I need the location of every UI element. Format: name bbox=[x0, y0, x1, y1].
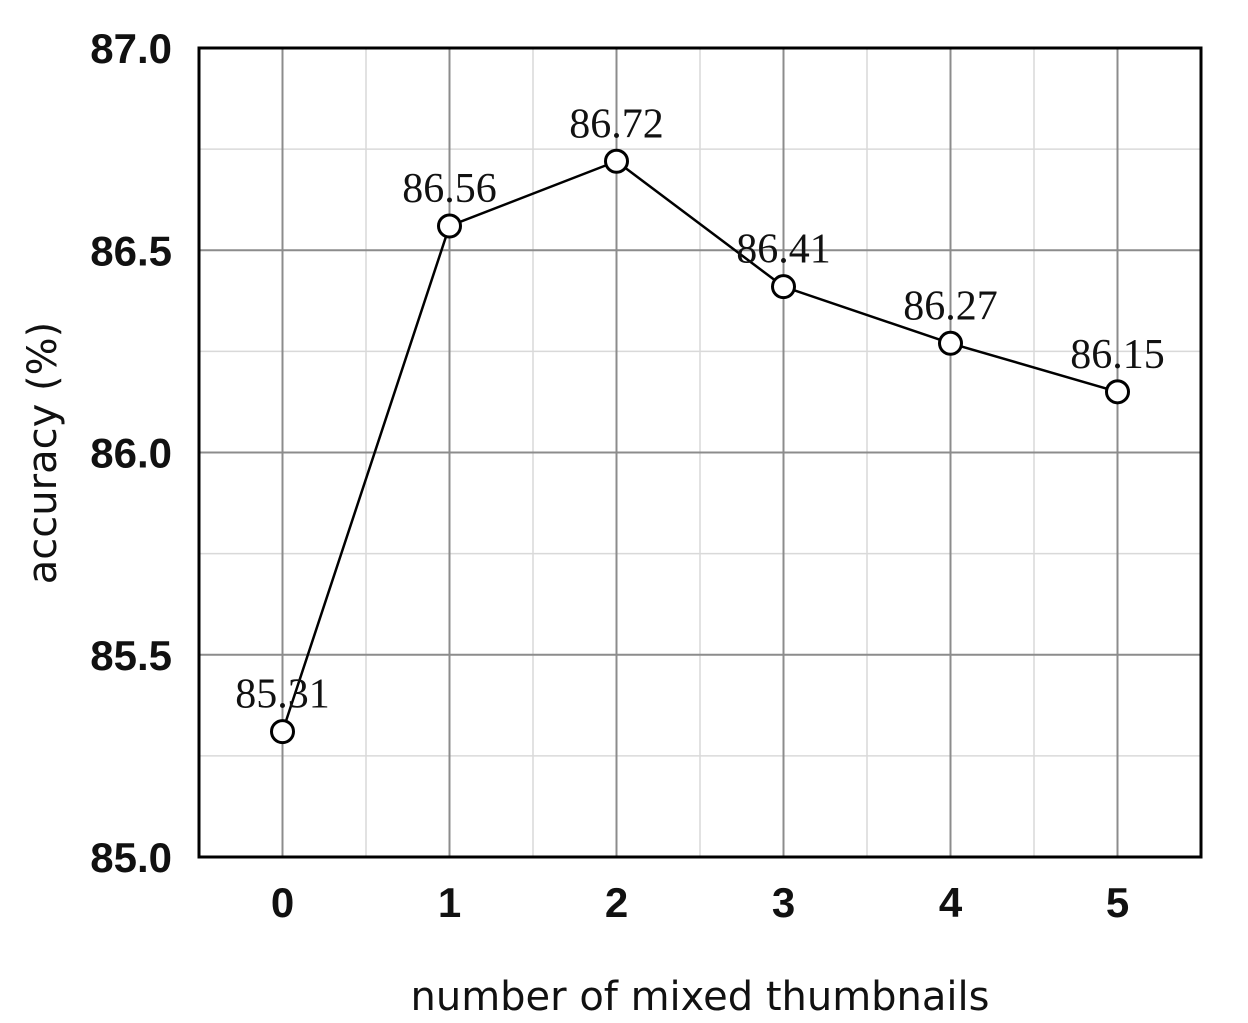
x-tick-label: 4 bbox=[939, 879, 963, 926]
y-axis-ticks: 85.0 85.5 86.0 86.5 87.0 bbox=[90, 25, 172, 881]
data-point bbox=[938, 330, 963, 356]
y-tick-label: 86.5 bbox=[90, 227, 172, 274]
data-point bbox=[771, 274, 796, 300]
series-line bbox=[281, 159, 1118, 732]
data-labels: 85.31 86.56 86.72 86.41 86.27 86.15 bbox=[235, 101, 1165, 717]
x-tick-label: 1 bbox=[438, 879, 461, 926]
data-point bbox=[270, 719, 295, 745]
data-points bbox=[270, 148, 1130, 745]
y-tick-label: 86.0 bbox=[90, 430, 172, 477]
data-label: 85.31 bbox=[235, 672, 330, 718]
data-point bbox=[437, 213, 462, 239]
data-label: 86.56 bbox=[402, 166, 497, 212]
data-label: 86.72 bbox=[569, 101, 664, 147]
data-point bbox=[604, 148, 629, 174]
data-label: 86.41 bbox=[736, 227, 831, 273]
x-axis-ticks: 0 1 2 3 4 5 bbox=[271, 879, 1129, 926]
data-label: 86.15 bbox=[1070, 332, 1165, 378]
x-tick-label: 5 bbox=[1106, 879, 1129, 926]
x-tick-label: 0 bbox=[271, 879, 294, 926]
y-tick-label: 87.0 bbox=[90, 25, 172, 72]
y-axis-label: accuracy (%) bbox=[20, 322, 66, 584]
y-tick-label: 85.5 bbox=[90, 632, 172, 679]
data-label: 86.27 bbox=[903, 283, 998, 329]
x-tick-label: 2 bbox=[605, 879, 628, 926]
y-tick-label: 85.0 bbox=[90, 834, 172, 881]
plot-area-frame bbox=[197, 46, 1203, 859]
x-tick-label: 3 bbox=[772, 879, 795, 926]
data-point bbox=[1105, 379, 1130, 405]
x-axis-label: number of mixed thumbnails bbox=[410, 974, 989, 1020]
